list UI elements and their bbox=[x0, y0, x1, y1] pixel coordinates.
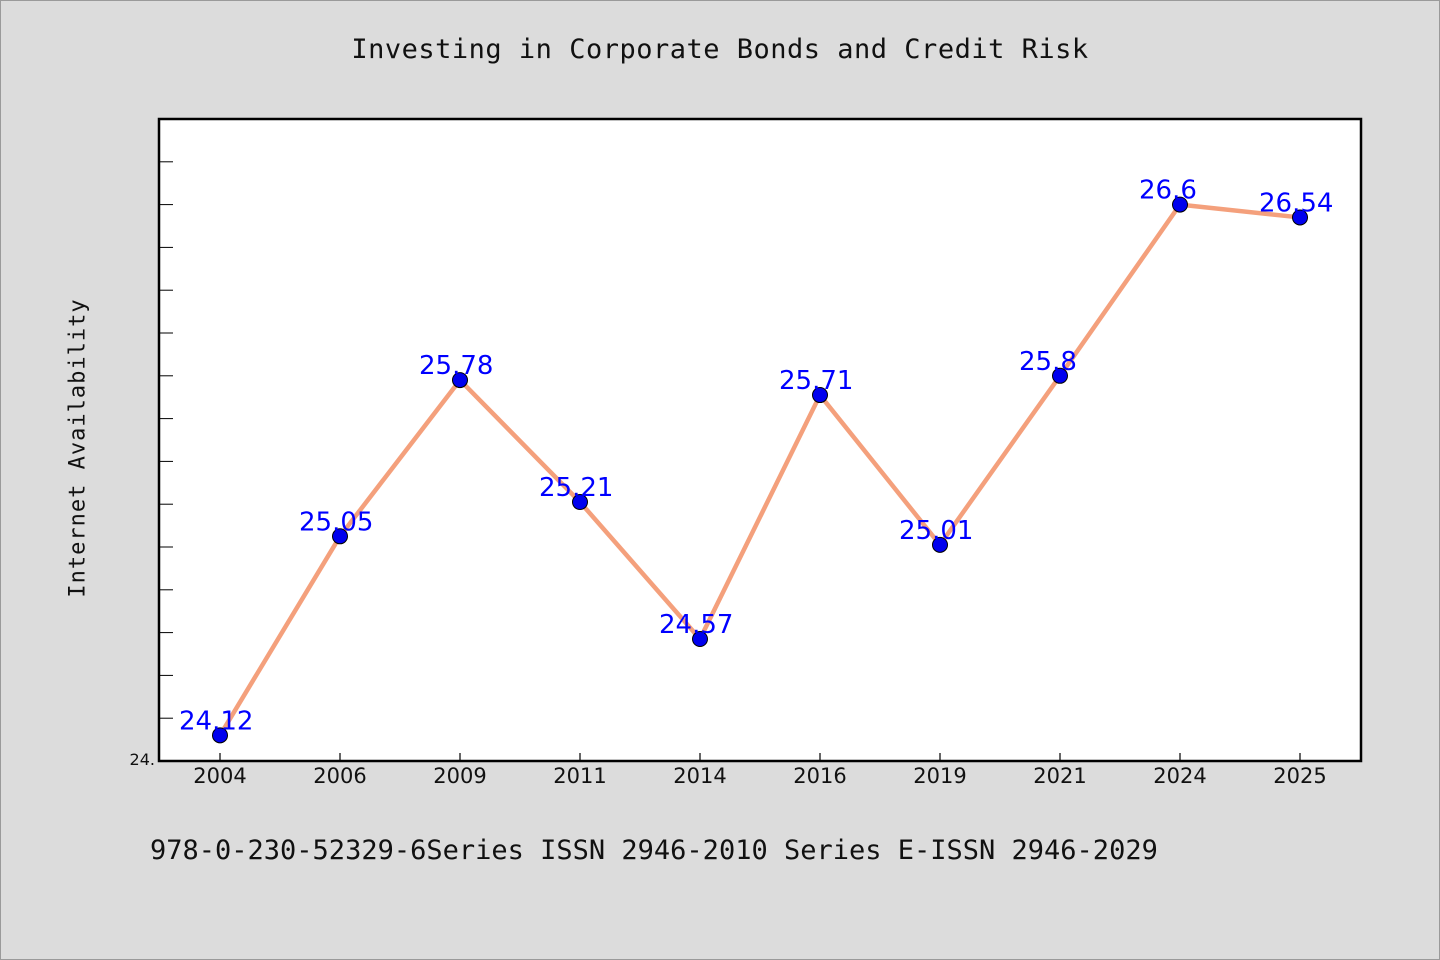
x-tick-label: 2024 bbox=[1153, 764, 1206, 788]
x-tick-label: 2014 bbox=[673, 764, 726, 788]
footnote-isbn: 978-0-230-52329-6Series ISSN 2946-2010 S… bbox=[150, 835, 1158, 866]
x-tick-label: 2019 bbox=[913, 764, 966, 788]
x-tick-label: 2016 bbox=[793, 764, 846, 788]
data-label: 24.57 bbox=[659, 610, 733, 640]
data-label: 26.6 bbox=[1139, 176, 1197, 206]
data-label: 26.54 bbox=[1259, 188, 1333, 218]
data-point bbox=[572, 494, 588, 511]
data-point bbox=[1172, 196, 1188, 213]
data-label: 25.01 bbox=[899, 516, 973, 546]
data-label: 25.21 bbox=[539, 473, 613, 503]
chart-title: Investing in Corporate Bonds and Credit … bbox=[351, 34, 1089, 65]
x-tick-label: 2004 bbox=[193, 764, 246, 788]
data-label: 25.71 bbox=[779, 366, 853, 396]
data-point bbox=[812, 387, 828, 404]
y-tick-label: 24. bbox=[130, 750, 155, 769]
data-label: 25.78 bbox=[419, 351, 493, 381]
data-point bbox=[1292, 209, 1308, 226]
data-label: 24.12 bbox=[179, 706, 253, 736]
data-point bbox=[1052, 367, 1068, 384]
data-label: 25.8 bbox=[1019, 347, 1077, 377]
y-axis-label: Internet Availability bbox=[65, 298, 91, 598]
data-point bbox=[332, 528, 348, 545]
plot-area bbox=[157, 117, 1363, 763]
data-label: 25.05 bbox=[299, 507, 373, 537]
data-point bbox=[692, 631, 708, 648]
data-point bbox=[452, 372, 468, 389]
x-tick-label: 2025 bbox=[1273, 764, 1326, 788]
data-point bbox=[212, 727, 228, 744]
x-tick-label: 2011 bbox=[553, 764, 606, 788]
series-line bbox=[218, 202, 1301, 737]
x-tick-label: 2006 bbox=[313, 764, 366, 788]
x-tick-label: 2021 bbox=[1033, 764, 1086, 788]
x-tick-label: 2009 bbox=[433, 764, 486, 788]
data-point bbox=[932, 536, 948, 553]
